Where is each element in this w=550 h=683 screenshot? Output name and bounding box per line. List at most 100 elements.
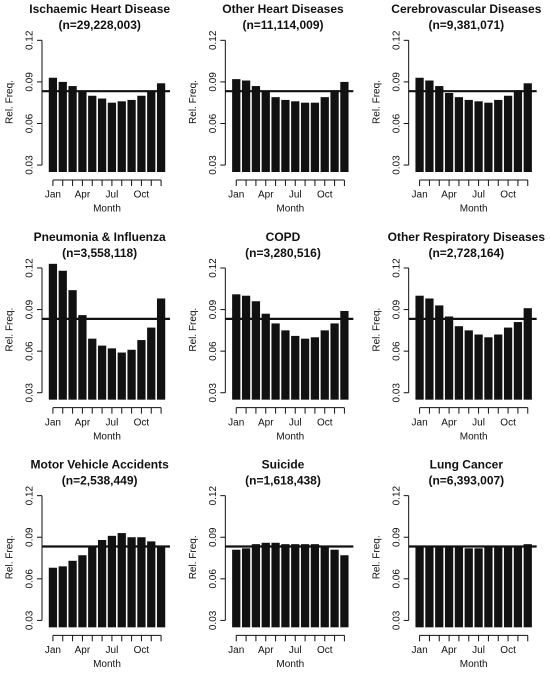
bar — [88, 338, 97, 400]
bar — [444, 92, 454, 172]
x-tick-label: Oct — [134, 645, 150, 656]
panel: Cerebrovascular Diseases (n=9,381,071) 0.0… — [371, 2, 541, 214]
y-axis-label: Rel. Freq. — [371, 535, 382, 579]
bar — [310, 544, 320, 628]
x-tick-label: Apr — [441, 417, 457, 428]
bar — [232, 549, 241, 628]
bar — [271, 323, 280, 400]
bar — [415, 77, 424, 172]
bar — [48, 263, 58, 400]
y-tick-label: 0.12 — [391, 485, 402, 505]
y-tick-label: 0.03 — [25, 610, 36, 630]
x-tick-label: Oct — [134, 190, 150, 201]
x-tick-label: Jul — [472, 417, 485, 428]
bar — [444, 546, 454, 628]
x-tick-label: Jan — [228, 417, 244, 428]
bar — [454, 97, 464, 172]
bar — [425, 298, 434, 400]
panel-subtitle: (n=2,538,449) — [62, 474, 138, 488]
x-tick-label: Jan — [228, 190, 244, 201]
bar — [97, 540, 107, 628]
y-tick-label: 0.12 — [391, 258, 402, 278]
bar — [48, 77, 58, 172]
x-tick-label: Oct — [134, 417, 150, 428]
bar — [435, 86, 444, 172]
bar — [117, 352, 126, 400]
y-tick-label: 0.09 — [391, 299, 402, 319]
panel-title: Ischaemic Heart Disease — [29, 2, 170, 16]
panel-title: Suicide — [262, 458, 305, 472]
bar — [251, 301, 261, 400]
bar — [425, 80, 434, 172]
bar — [281, 544, 290, 628]
bar — [454, 326, 464, 400]
bar — [484, 546, 493, 628]
panel: Pneumonia & Influenza (n=3,558,118) 0.03 0.… — [5, 230, 170, 442]
x-tick-label: Apr — [441, 645, 457, 656]
bar — [147, 91, 156, 172]
bar — [474, 101, 483, 172]
bar — [523, 308, 532, 400]
bar — [117, 101, 126, 172]
bar — [127, 349, 136, 400]
x-tick-label: Oct — [317, 190, 333, 201]
bar — [107, 348, 117, 400]
bar — [415, 295, 424, 400]
panel-title: COPD — [266, 230, 301, 244]
bar — [523, 83, 532, 172]
bar — [300, 102, 310, 172]
x-tick-label: Jul — [472, 645, 485, 656]
y-tick-label: 0.09 — [391, 72, 402, 92]
y-tick-label: 0.03 — [208, 155, 219, 175]
bar — [68, 290, 77, 400]
bar — [78, 555, 87, 628]
bar — [474, 548, 483, 628]
bar — [241, 80, 251, 172]
bar — [127, 99, 136, 172]
bar — [48, 567, 58, 628]
y-tick-label: 0.03 — [208, 610, 219, 630]
x-tick-label: Jan — [45, 417, 61, 428]
bar — [58, 270, 67, 400]
y-axis-label: Rel. Freq. — [188, 308, 199, 352]
bar — [425, 545, 434, 628]
bar — [156, 83, 166, 172]
bar — [78, 91, 87, 172]
bar — [68, 86, 77, 172]
y-tick-label: 0.09 — [25, 527, 36, 547]
x-tick-label: Oct — [500, 190, 516, 201]
x-axis-label: Month — [460, 659, 488, 670]
y-tick-label: 0.03 — [208, 383, 219, 403]
bar — [454, 546, 464, 628]
x-axis-label: Month — [276, 659, 304, 670]
x-axis-label: Month — [460, 431, 488, 442]
panel: Motor Vehicle Accidents (n=2,538,449) 0.03… — [5, 458, 170, 670]
bar — [494, 546, 503, 628]
bar — [58, 566, 67, 628]
y-axis-label: Rel. Freq. — [371, 308, 382, 352]
bar — [503, 546, 513, 628]
bar — [251, 544, 261, 628]
bar — [281, 99, 290, 172]
bar — [330, 323, 339, 400]
bar — [137, 340, 146, 400]
y-axis-label: Rel. Freq. — [188, 535, 199, 579]
panel: Other Respiratory Diseases (n=2,728,164) 0… — [371, 230, 545, 442]
x-tick-label: Oct — [500, 417, 516, 428]
bar — [281, 330, 290, 400]
bar — [107, 535, 117, 628]
bar — [147, 541, 156, 628]
bar — [340, 81, 349, 172]
bar — [415, 545, 424, 628]
bar — [503, 327, 513, 400]
bar — [117, 533, 126, 628]
x-tick-label: Jan — [45, 190, 61, 201]
y-tick-label: 0.03 — [25, 383, 36, 403]
y-tick-label: 0.03 — [391, 383, 402, 403]
x-tick-label: Oct — [317, 417, 333, 428]
y-tick-label: 0.12 — [208, 30, 219, 50]
x-axis-label: Month — [276, 204, 304, 215]
bar — [88, 546, 97, 628]
bar — [68, 560, 77, 628]
bar — [88, 95, 97, 172]
